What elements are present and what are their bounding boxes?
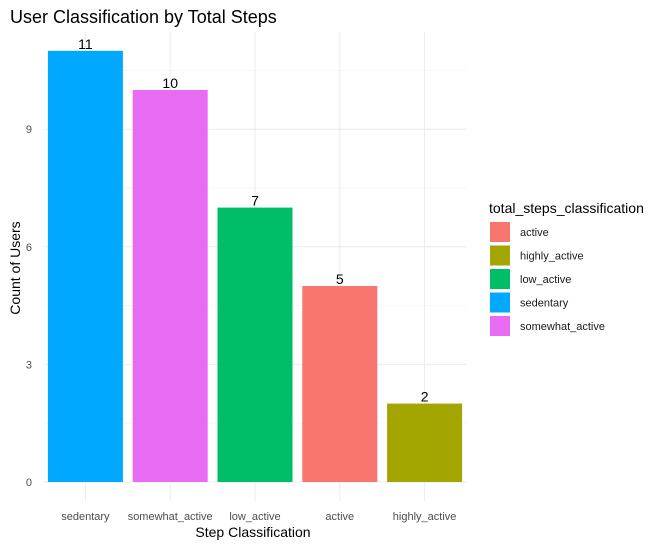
legend-swatch-somewhat_active: [490, 316, 510, 336]
x-tick-label-low_active: low_active: [229, 511, 280, 523]
legend-label-somewhat_active: somewhat_active: [520, 321, 605, 333]
legend-title: total_steps_classification: [489, 200, 644, 216]
bars: [47, 50, 463, 483]
data-labels: 11 10 7 5 2: [78, 36, 429, 405]
y-axis-ticks: 0 3 6 9: [26, 124, 32, 489]
y-tick-label: 9: [26, 124, 32, 136]
data-label-low_active: 7: [251, 193, 259, 209]
data-label-active: 5: [336, 271, 344, 287]
data-label-somewhat_active: 10: [162, 75, 178, 91]
bar-low_active: [217, 207, 293, 482]
x-tick-label-highly_active: highly_active: [393, 511, 457, 523]
legend-label-highly_active: highly_active: [520, 251, 584, 263]
bar-active: [302, 286, 378, 482]
bar-sedentary: [47, 50, 123, 483]
bar-highly_active: [387, 403, 463, 482]
legend: total_steps_classification active highly_…: [489, 200, 644, 336]
y-tick-label: 0: [26, 477, 32, 489]
y-tick-label: 3: [26, 359, 32, 371]
x-axis-title: Step Classification: [195, 524, 310, 540]
x-tick-label-somewhat_active: somewhat_active: [128, 511, 213, 523]
legend-swatch-active: [490, 222, 510, 242]
x-tick-label-sedentary: sedentary: [61, 511, 110, 523]
y-tick-label: 6: [26, 242, 32, 254]
legend-label-low_active: low_active: [520, 274, 571, 286]
bar-somewhat_active: [132, 90, 208, 482]
data-label-highly_active: 2: [421, 389, 429, 405]
legend-swatch-highly_active: [490, 245, 510, 266]
legend-label-active: active: [520, 227, 549, 239]
y-axis-title: Count of Users: [7, 221, 23, 314]
data-label-sedentary: 11: [78, 36, 93, 52]
x-tick-label-active: active: [325, 511, 354, 523]
chart-title: User Classification by Total Steps: [10, 7, 277, 27]
legend-label-sedentary: sedentary: [520, 298, 569, 310]
x-axis-ticks: sedentary somewhat_active low_active active…: [61, 511, 456, 523]
legend-swatch-low_active: [490, 269, 510, 289]
legend-swatch-sedentary: [490, 292, 510, 313]
